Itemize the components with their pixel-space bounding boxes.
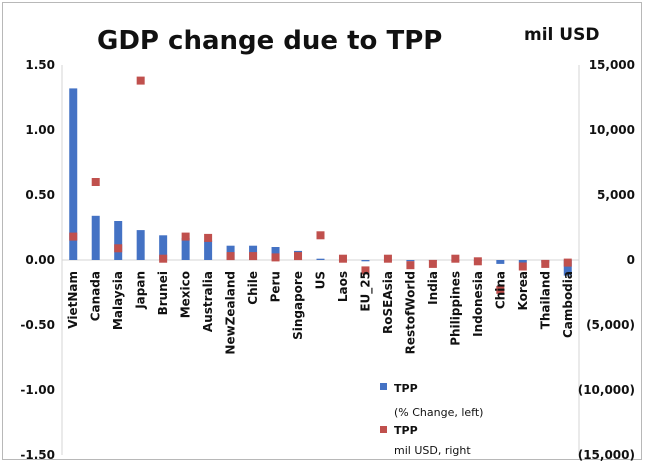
category-label: Canada — [89, 271, 103, 321]
marker-point — [361, 266, 370, 275]
bar — [316, 258, 325, 260]
category-label: India — [426, 271, 440, 305]
marker-point — [249, 252, 258, 261]
marker-point — [69, 232, 78, 241]
legend-note-marker: mil USD, right — [394, 444, 471, 457]
category-label: Cambodia — [561, 271, 575, 338]
bar — [518, 260, 527, 263]
right-tick-label: (15,000) — [578, 448, 635, 461]
category-label: RestofWorld — [403, 271, 417, 354]
legend-label-marker: TPP — [394, 424, 418, 437]
left-tick-label: -0.50 — [20, 318, 55, 332]
category-label: Singapore — [291, 271, 305, 340]
bar — [136, 230, 145, 260]
marker-point — [496, 285, 505, 294]
right-tick-label: 0 — [627, 253, 635, 267]
marker-point — [451, 254, 460, 263]
category-label: Philippines — [448, 271, 462, 346]
left-tick-label: 1.50 — [25, 58, 55, 72]
category-label: US — [314, 271, 328, 289]
unit-label: mil USD — [524, 25, 599, 45]
bar — [91, 215, 100, 260]
legend-note-bar: (% Change, left) — [394, 406, 483, 419]
marker-point — [383, 254, 392, 263]
chart: GDP change due to TPP mil USD 1.50 1.00 0.… — [20, 25, 635, 461]
right-axis-ticks: 15,000 10,000 5,000 0 (5,000) (10,000) (15,000… — [578, 58, 635, 461]
marker-point — [541, 259, 550, 268]
right-tick-label: 15,000 — [589, 58, 635, 72]
category-label: Laos — [336, 271, 350, 302]
category-label: Korea — [516, 271, 530, 311]
category-label: RoSEAsia — [381, 271, 395, 334]
right-tick-label: (10,000) — [578, 383, 635, 397]
right-tick-label: (5,000) — [586, 318, 635, 332]
right-tick-label: 10,000 — [589, 123, 635, 137]
bar — [204, 240, 213, 260]
category-labels: VietNam Canada Malaysia Japan Brunei Mexico Au… — [66, 271, 575, 355]
left-tick-label: -1.00 — [20, 383, 55, 397]
marker-point — [473, 257, 482, 266]
category-label: Chile — [246, 271, 260, 305]
right-tick-label: 5,000 — [597, 188, 635, 202]
category-label: China — [493, 271, 507, 309]
category-label: Mexico — [179, 271, 193, 318]
category-label: VietNam — [66, 271, 80, 329]
legend-label-bar: TPP — [394, 382, 418, 395]
marker-point — [563, 258, 572, 267]
legend: TPP (% Change, left) TPP mil USD, right — [380, 382, 483, 457]
marker-point — [114, 244, 123, 253]
category-label: Indonesia — [471, 271, 485, 337]
bar — [496, 260, 505, 264]
legend-swatch-marker — [380, 426, 387, 433]
marker-point — [406, 261, 415, 270]
marker-point — [159, 254, 168, 263]
marker-point — [91, 178, 100, 186]
bar — [159, 235, 168, 260]
bar — [361, 260, 370, 262]
marker-point — [518, 262, 527, 271]
marker-point — [136, 76, 145, 85]
left-tick-label: -1.50 — [20, 448, 55, 461]
left-tick-label: 0.50 — [25, 188, 55, 202]
bar-series — [69, 88, 572, 276]
category-label: NewZealand — [224, 271, 238, 355]
marker-point — [316, 231, 325, 240]
category-label: Peru — [269, 271, 283, 302]
bar — [114, 221, 123, 260]
category-label: Brunei — [156, 271, 170, 315]
marker-point — [338, 254, 347, 263]
bar — [406, 260, 415, 262]
left-tick-label: 0.00 — [25, 253, 55, 267]
marker-point — [271, 253, 280, 262]
bar — [181, 237, 190, 260]
chart-title: GDP change due to TPP — [97, 26, 442, 56]
marker-point — [226, 252, 235, 261]
category-label: Malaysia — [111, 271, 125, 330]
marker-point — [204, 233, 213, 242]
category-label: Japan — [134, 271, 148, 310]
legend-swatch-bar — [380, 383, 387, 390]
bar — [563, 260, 572, 276]
left-tick-label: 1.00 — [25, 123, 55, 137]
marker-series — [69, 76, 572, 294]
bar — [69, 88, 78, 261]
left-axis-ticks: 1.50 1.00 0.50 0.00 -0.50 -1.00 -1.50 — [20, 58, 55, 461]
marker-point — [181, 232, 190, 241]
marker-point — [428, 259, 437, 268]
category-label: Australia — [201, 271, 215, 332]
category-label: Thailand — [538, 271, 552, 329]
category-label: EU_25 — [358, 271, 373, 312]
marker-point — [294, 252, 303, 261]
